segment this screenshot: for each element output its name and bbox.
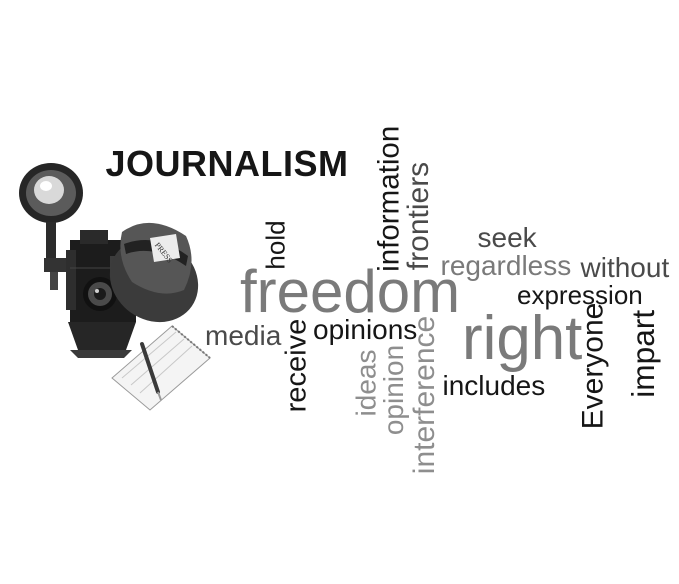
word-opinions: opinions <box>313 314 418 345</box>
pen-icon <box>140 342 162 401</box>
word-receive: receive <box>280 318 313 412</box>
notepad-icon <box>111 325 211 411</box>
word-media: media <box>205 320 282 351</box>
camera-icon <box>66 230 136 358</box>
word-regardless: regardless <box>440 250 572 281</box>
word-freedom: freedom <box>240 258 461 325</box>
word-includes: includes <box>442 370 546 401</box>
word-expression: expression <box>517 280 643 310</box>
word-interference: interference <box>408 315 442 475</box>
page-title: JOURNALISM <box>105 143 349 184</box>
word-information: information <box>372 125 406 272</box>
word-right: right <box>462 304 583 373</box>
word-opinion: opinion <box>378 344 410 436</box>
word-ideas: ideas <box>349 349 381 417</box>
press-hat-icon: PRESS <box>109 222 199 323</box>
word-without: without <box>580 252 670 283</box>
word-seek: seek <box>477 222 537 253</box>
word-everyone: Everyone <box>575 302 609 430</box>
flash-lamp-icon <box>19 163 83 290</box>
word-frontiers: frontiers <box>402 161 436 271</box>
word-impart: impart <box>625 309 662 398</box>
